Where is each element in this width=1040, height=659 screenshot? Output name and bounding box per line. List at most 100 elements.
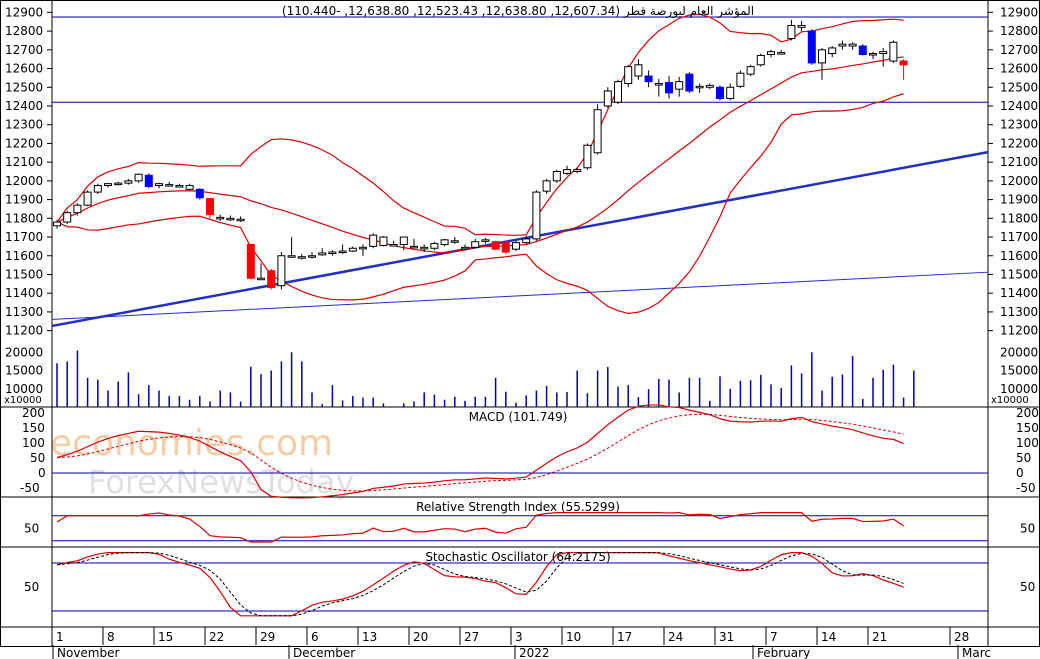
candle-body (665, 82, 673, 94)
candle-body (267, 270, 276, 289)
macd-line (56, 404, 904, 499)
x-month-label: Marc (962, 646, 991, 659)
candle-body (563, 169, 571, 174)
price-tick-label-left: 12600 (5, 62, 43, 76)
price-tick-label-left: 12300 (5, 118, 43, 132)
price-tick-label-right: 12700 (1000, 43, 1038, 57)
x-day-label: 31 (719, 630, 734, 644)
candle-body (471, 241, 480, 248)
price-tick-label-right: 12200 (1000, 136, 1038, 150)
candle-body (512, 242, 520, 250)
candle-body (175, 185, 184, 188)
volume-tick-label-right: 15000 (1000, 364, 1038, 378)
candle-body (124, 180, 133, 184)
price-tick-label-right: 11900 (1000, 193, 1038, 207)
candle-body (573, 169, 582, 172)
stochastic-k-line (56, 551, 904, 617)
candle-body (236, 218, 245, 222)
price-tick-label-left: 12400 (5, 99, 43, 113)
candle-body (797, 24, 806, 28)
candle-body (226, 217, 235, 221)
candle-body (257, 277, 265, 281)
macd-tick-label-left: 200 (22, 406, 45, 420)
candle-body (246, 244, 255, 279)
price-tick-label-left: 12500 (5, 80, 43, 94)
price-tick-label-right: 11500 (1000, 267, 1038, 281)
price-tick-label-right: 12300 (1000, 118, 1038, 132)
middle-bollinger-band (56, 56, 904, 254)
trendline-0 (51, 150, 989, 328)
candle-body (348, 247, 357, 252)
macd-tick-label-left: 100 (22, 436, 45, 450)
x-day-label: 8 (107, 630, 115, 644)
trendline-1 (51, 271, 989, 320)
candle-body (53, 221, 61, 227)
watermark-line-2: ForexNewsToday (88, 463, 354, 501)
watermark: economies.com ForexNewsToday (50, 423, 354, 501)
candle-body (389, 244, 398, 247)
macd-tick-label-right: 150 (1016, 421, 1039, 435)
x-day-label: 17 (617, 630, 632, 644)
x-day-label: 27 (464, 630, 479, 644)
stochastic-label: Stochastic Oscillator (64.2175) (425, 550, 610, 564)
macd-tick-label-right: 200 (1016, 406, 1039, 420)
macd-tick-label-left: 0 (38, 466, 46, 480)
candle-body (736, 72, 745, 87)
candle-body (410, 245, 418, 249)
x-day-label: 20 (413, 630, 428, 644)
x-day-label: 3 (515, 630, 523, 644)
candle-body (63, 212, 72, 223)
candle-body (83, 191, 92, 206)
candle-body (491, 241, 500, 250)
x-month-label: 2022 (519, 646, 550, 659)
x-day-label: 10 (566, 630, 581, 644)
price-tick-label-left: 12000 (5, 174, 43, 188)
candle-body (155, 183, 163, 187)
candle-body (695, 85, 704, 89)
rsi-label: Relative Strength Index (55.5299) (416, 500, 620, 514)
candle-body (399, 236, 408, 246)
candle-body (420, 246, 429, 250)
price-tick-label-left: 12800 (5, 24, 43, 38)
price-tick-label-right: 12400 (1000, 99, 1038, 113)
candle-body (777, 52, 786, 55)
price-tick-label-left: 11900 (5, 193, 43, 207)
candle-body (583, 144, 592, 169)
candle-body (216, 216, 225, 220)
candle-body (522, 238, 531, 244)
candle-body (165, 184, 174, 187)
macd-tick-label-right: 100 (1016, 436, 1039, 450)
x-day-label: 15 (158, 630, 173, 644)
price-tick-label-left: 12100 (5, 155, 43, 169)
price-tick-label-left: 11700 (5, 230, 43, 244)
price-tick-label-right: 11800 (1000, 211, 1038, 225)
candle-body (746, 66, 755, 75)
x-month-label: November (57, 646, 119, 659)
price-tick-label-left: 12200 (5, 136, 43, 150)
volume-unit-left: x10000 (4, 395, 42, 406)
candle-body (195, 188, 204, 199)
price-tick-label-left: 11600 (5, 249, 43, 263)
candle-body (767, 51, 775, 55)
price-tick-label-left: 11500 (5, 267, 43, 281)
rsi-line (56, 512, 904, 543)
candle-body (818, 49, 826, 64)
rsi-tick-label-right: 50 (1020, 521, 1035, 535)
candle-body (552, 171, 561, 182)
candle-body (756, 54, 765, 66)
stochastic-tick-label-left: 50 (24, 580, 39, 594)
candle-body (858, 45, 867, 55)
candle-body (461, 246, 469, 250)
candle-body (726, 86, 735, 99)
chart-marks (51, 13, 989, 617)
volume-tick-label-left: 20000 (5, 345, 43, 359)
candle-body (104, 183, 112, 187)
macd-signal-line (56, 413, 904, 492)
candle-body (593, 109, 602, 154)
x-day-label: 22 (209, 630, 224, 644)
candle-body (430, 243, 439, 249)
candle-body (440, 239, 449, 246)
x-day-label: 21 (872, 630, 887, 644)
candle-body (338, 250, 347, 254)
